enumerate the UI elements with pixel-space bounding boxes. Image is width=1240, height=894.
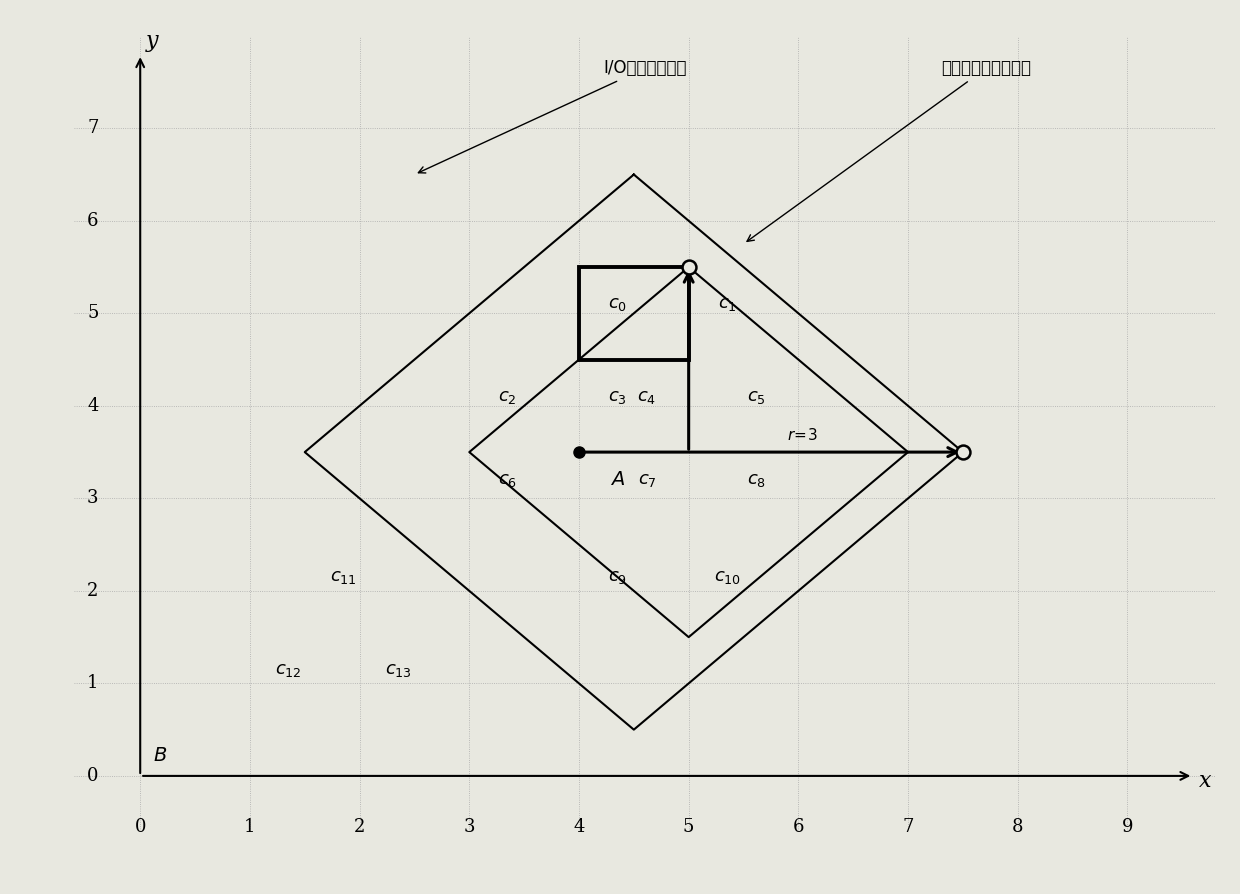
Text: $c_{13}$: $c_{13}$: [384, 661, 412, 679]
Text: 1: 1: [87, 674, 98, 692]
Text: $c_9$: $c_9$: [608, 568, 627, 586]
Text: $c_{11}$: $c_{11}$: [330, 568, 357, 586]
Text: 0: 0: [134, 817, 146, 836]
Text: 7: 7: [87, 119, 98, 138]
Text: $c_{10}$: $c_{10}$: [713, 568, 740, 586]
Text: 9: 9: [1122, 817, 1133, 836]
Text: $c_7$: $c_7$: [637, 471, 656, 489]
Text: $c_3$: $c_3$: [608, 388, 626, 406]
Bar: [579, 267, 688, 359]
Text: 4: 4: [87, 397, 98, 415]
Text: x: x: [1199, 770, 1211, 791]
Text: 3: 3: [464, 817, 475, 836]
Text: $c_5$: $c_5$: [748, 388, 766, 406]
Text: 7: 7: [903, 817, 914, 836]
Text: $c_8$: $c_8$: [748, 471, 766, 489]
Text: 2: 2: [87, 582, 98, 600]
Text: 3: 3: [87, 489, 98, 508]
Text: 逻辑门单元分配区域: 逻辑门单元分配区域: [746, 59, 1030, 241]
Text: $c_{12}$: $c_{12}$: [275, 661, 301, 679]
Text: y: y: [146, 30, 159, 53]
Text: 2: 2: [353, 817, 366, 836]
Text: $r\!=\!3$: $r\!=\!3$: [787, 426, 818, 443]
Text: 0: 0: [87, 767, 98, 785]
Text: $B$: $B$: [154, 746, 167, 764]
Text: I/O引脚分配区域: I/O引脚分配区域: [418, 59, 687, 173]
Text: $c_2$: $c_2$: [498, 388, 517, 406]
Text: 1: 1: [244, 817, 255, 836]
Text: $A$: $A$: [610, 471, 625, 489]
Text: 6: 6: [87, 212, 98, 230]
Text: $c_4$: $c_4$: [637, 388, 656, 406]
Text: 8: 8: [1012, 817, 1023, 836]
Text: 6: 6: [792, 817, 804, 836]
Text: $c_6$: $c_6$: [498, 471, 517, 489]
Text: $c_1$: $c_1$: [718, 295, 737, 313]
Text: 4: 4: [573, 817, 585, 836]
Text: 5: 5: [87, 304, 98, 323]
Text: $c_0$: $c_0$: [608, 295, 627, 313]
Text: 5: 5: [683, 817, 694, 836]
